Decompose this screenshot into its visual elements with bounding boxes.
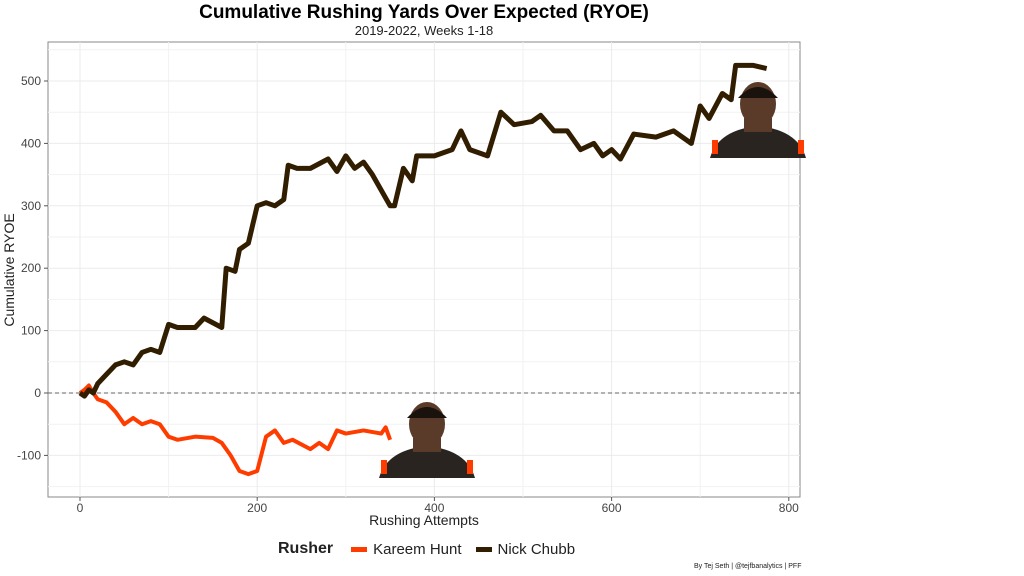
y-tick-label: 0 xyxy=(34,386,41,400)
chart-title: Cumulative Rushing Yards Over Expected (… xyxy=(199,2,649,23)
x-tick-label: 400 xyxy=(424,501,444,515)
y-tick-label: 200 xyxy=(21,261,41,275)
x-axis-label: Rushing Attempts xyxy=(369,512,479,528)
caption: By Tej Seth | @tejfbanalytics | PFF xyxy=(694,563,802,570)
legend-key-chubb xyxy=(475,546,492,552)
series-line-nick-chubb xyxy=(78,62,768,399)
y-tick-label: 500 xyxy=(21,74,41,88)
y-axis-label: Cumulative RYOE xyxy=(1,213,17,326)
chart-subtitle: 2019-2022, Weeks 1-18 xyxy=(354,23,494,38)
series-lines xyxy=(78,62,768,477)
legend-label-hunt: Kareem Hunt xyxy=(373,540,462,558)
y-tick-label: 300 xyxy=(21,199,41,213)
grid xyxy=(48,42,800,497)
legend-title: Rusher xyxy=(278,540,334,557)
y-tick-label: -100 xyxy=(17,448,41,462)
x-tick-label: 800 xyxy=(779,501,799,515)
ticks: 0 200 400 600 800 -100 0 100 200 300 400 500 xyxy=(17,74,799,515)
player-photos xyxy=(379,82,806,478)
x-tick-label: 200 xyxy=(247,501,267,515)
x-tick-label: 0 xyxy=(77,501,84,515)
x-tick-label: 600 xyxy=(602,501,622,515)
legend-label-chubb: Nick Chubb xyxy=(497,540,576,558)
y-tick-label: 100 xyxy=(21,324,41,338)
nick-chubb-photo xyxy=(710,82,806,158)
legend: Rusher Kareem Hunt Nick Chubb xyxy=(278,540,575,558)
series-line-kareem-hunt xyxy=(78,383,392,477)
legend-key-hunt xyxy=(351,546,368,552)
y-tick-label: 400 xyxy=(21,136,41,150)
kareem-hunt-photo xyxy=(379,402,475,478)
